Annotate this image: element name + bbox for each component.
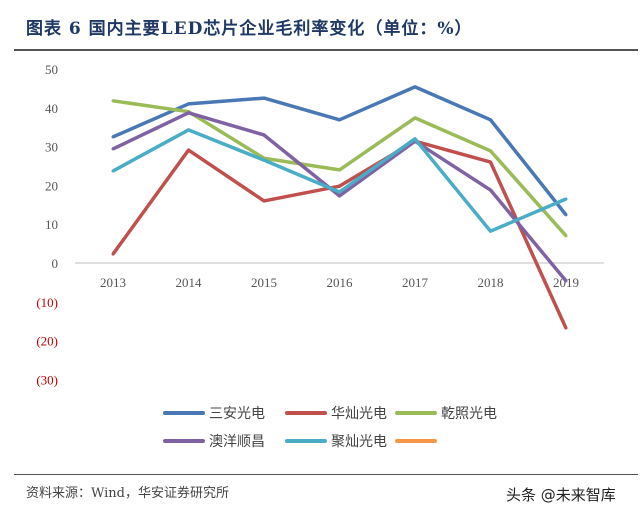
x-tick-label: 2014 <box>176 275 203 290</box>
data-point <box>413 85 417 89</box>
data-point <box>111 252 115 256</box>
data-point <box>187 128 190 132</box>
data-point <box>262 199 266 203</box>
watermark: 头条 @未来智库 <box>506 486 616 504</box>
legend-label: 华灿光电 <box>331 406 387 422</box>
data-point <box>338 184 341 188</box>
data-point <box>262 158 266 162</box>
legend-label: 澳洋顺昌 <box>209 434 265 450</box>
data-point <box>489 160 492 164</box>
data-point <box>338 168 341 172</box>
data-point <box>338 118 341 122</box>
data-point <box>564 279 568 283</box>
data-point <box>111 99 115 103</box>
y-tick-label: (30) <box>36 372 58 387</box>
data-point <box>111 135 115 139</box>
y-tick-label: 40 <box>45 101 58 116</box>
data-point <box>338 190 341 194</box>
x-tick-label: 2017 <box>402 275 429 290</box>
data-point <box>111 169 115 173</box>
chart-title: 图表 6 国内主要LED芯片企业毛利率变化（单位：%） <box>26 19 473 39</box>
x-tick-label: 2015 <box>251 275 277 290</box>
x-tick-label: 2018 <box>478 275 504 290</box>
data-point <box>564 234 568 238</box>
source-note: 资料来源：Wind，华安证券研究所 <box>26 486 229 501</box>
x-tick-label: 2016 <box>327 275 354 290</box>
data-point <box>262 133 266 137</box>
data-point <box>187 111 190 115</box>
x-tick-label: 2019 <box>553 275 579 290</box>
data-point <box>413 116 417 120</box>
data-point <box>187 148 190 152</box>
data-point <box>489 118 492 122</box>
data-point <box>111 147 115 151</box>
data-point <box>564 197 568 201</box>
data-point <box>489 229 492 233</box>
y-tick-label: 20 <box>45 178 58 193</box>
y-tick-label: 0 <box>52 256 59 271</box>
title-divider <box>14 49 638 51</box>
data-point <box>187 102 190 106</box>
y-tick-label: 50 <box>45 62 58 77</box>
data-point <box>413 137 417 141</box>
legend-label: 三安光电 <box>209 406 265 422</box>
y-tick-label: (10) <box>36 295 58 310</box>
footer-divider <box>14 474 638 475</box>
x-tick-label: 2013 <box>100 275 126 290</box>
legend-label: 聚灿光电 <box>331 434 387 450</box>
data-point <box>564 213 568 217</box>
data-point <box>489 149 492 153</box>
data-point <box>338 194 341 198</box>
data-point <box>489 188 492 192</box>
line-chart: 50 40 30 20 10 0 (10) (20) (30) 2013 2014 2015 2016 2… <box>36 62 604 450</box>
y-tick-label: 30 <box>45 140 58 155</box>
data-point <box>262 96 266 100</box>
y-tick-label: (20) <box>36 334 58 349</box>
data-point <box>564 326 568 330</box>
legend-label: 乾照光电 <box>441 406 497 422</box>
y-tick-label: 10 <box>45 217 58 232</box>
